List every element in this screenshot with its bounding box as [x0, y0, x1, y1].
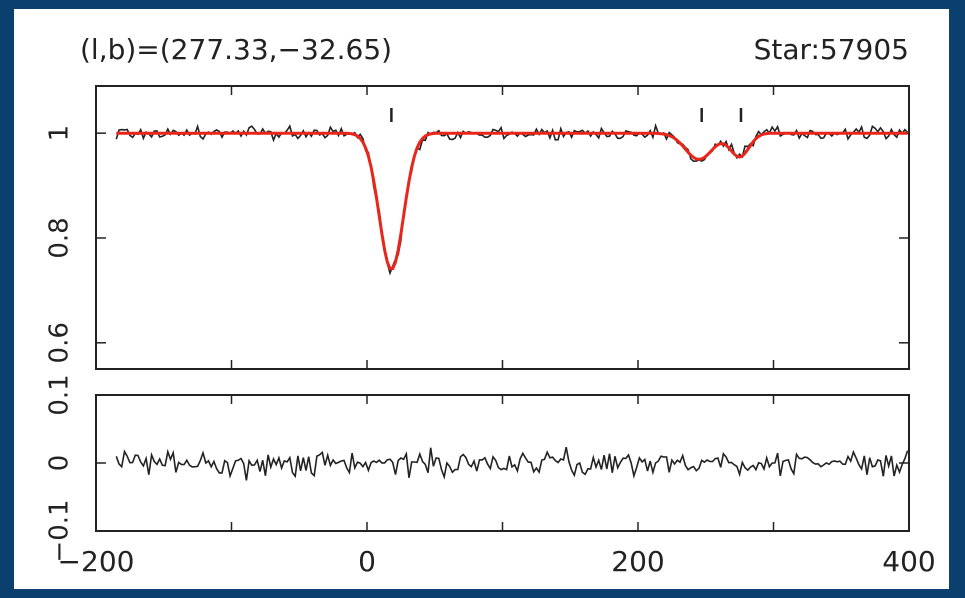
chart-title-right: Star:57905: [754, 33, 909, 66]
residual-line: [115, 447, 909, 481]
x-tick-label: 200: [611, 545, 664, 578]
residual-panel: −0.1 0 0.1: [45, 374, 910, 563]
chart-frame: (l,b)=(277.33,−32.65) Star:57905 0.6 0.8 1…: [14, 9, 949, 589]
x-tick-label: −200: [58, 545, 135, 578]
x-tick-label: 0: [358, 545, 376, 578]
residual-y-tick-label: −0.1: [45, 499, 75, 562]
spectrum-y-tick-label: 0.6: [45, 322, 75, 363]
spectrum-data-line: [115, 122, 909, 276]
spectrum-chart: (l,b)=(277.33,−32.65) Star:57905 0.6 0.8 1…: [45, 33, 936, 578]
chart-title-left: (l,b)=(277.33,−32.65): [80, 33, 392, 66]
residual-y-tick-label: 0.1: [45, 374, 75, 415]
x-tick-label: 400: [882, 545, 935, 578]
spectrum-y-tick-label: 1: [45, 125, 75, 142]
spectrum-fit-line: [116, 131, 908, 271]
spectrum-panel: 0.6 0.8 1: [45, 85, 910, 370]
residual-axes-box: [95, 394, 910, 532]
x-tick-labels: −200 0 200 400: [58, 545, 936, 578]
residual-y-tick-label: 0: [45, 455, 75, 472]
spectrum-y-tick-label: 0.8: [45, 217, 75, 258]
spectrum-axes-box: [95, 85, 910, 370]
